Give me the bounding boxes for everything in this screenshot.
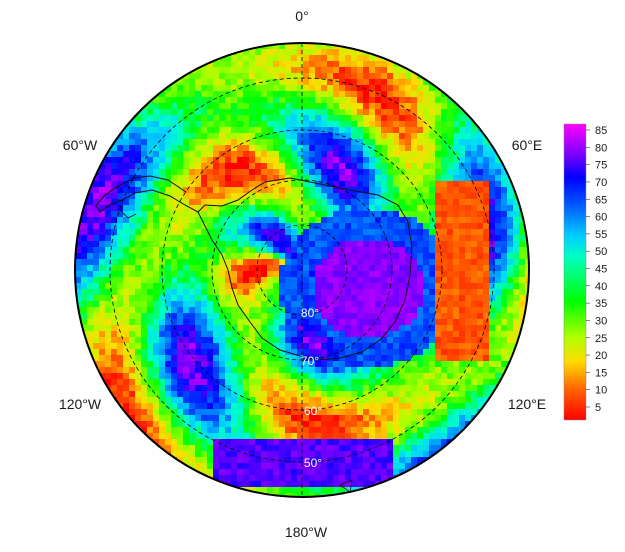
colorbar-tick-label: 55 — [595, 229, 607, 241]
colorbar-tick-label: 85 — [595, 125, 607, 137]
colorbar-tick-label: 40 — [595, 281, 607, 293]
colorbar-tick-label: 60 — [595, 212, 607, 224]
colorbar-tick-label: 65 — [595, 194, 607, 206]
lat-label-60: 60° — [304, 404, 322, 418]
colorbar-tick-label: 35 — [595, 298, 607, 310]
colorbar-tick-label: 15 — [595, 367, 607, 379]
lon-label-60e: 60°E — [512, 137, 543, 153]
lon-label-0: 0° — [295, 8, 308, 24]
colorbar-tick-label: 5 — [595, 402, 601, 414]
colorbar-tick-label: 25 — [595, 333, 607, 345]
lon-label-120w: 120°W — [59, 396, 102, 412]
colorbar-tick-label: 10 — [595, 385, 607, 397]
lon-label-120e: 120°E — [508, 396, 546, 412]
colorbar-tick-label: 30 — [595, 315, 607, 327]
colorbar-tick-label: 20 — [595, 350, 607, 362]
colorbar-tick-label: 75 — [595, 160, 607, 172]
data-raster — [75, 43, 529, 497]
antarctic-peninsula — [95, 175, 199, 213]
lat-label-80: 80° — [301, 306, 319, 320]
colorbar-tick-label: 50 — [595, 246, 607, 258]
map-boundary — [74, 42, 530, 498]
colorbar-tick-label: 45 — [595, 264, 607, 276]
colorbar-ticks: 85 80 75 70 65 60 55 50 45 40 35 30 25 20 15 10 5 — [586, 125, 607, 414]
lon-label-60w: 60°W — [63, 137, 98, 153]
colorbar-tick-label: 70 — [595, 177, 607, 189]
colorbar: 85 80 75 70 65 60 55 50 45 40 35 30 25 20 15 10 5 — [563, 123, 607, 421]
island-chain — [119, 209, 353, 493]
colorbar-tick-label: 80 — [595, 142, 607, 154]
lat-label-50: 50° — [304, 456, 322, 470]
lat-label-70: 70° — [301, 354, 319, 368]
colorbar-gradient — [563, 123, 587, 421]
lon-label-180w: 180°W — [285, 524, 328, 540]
